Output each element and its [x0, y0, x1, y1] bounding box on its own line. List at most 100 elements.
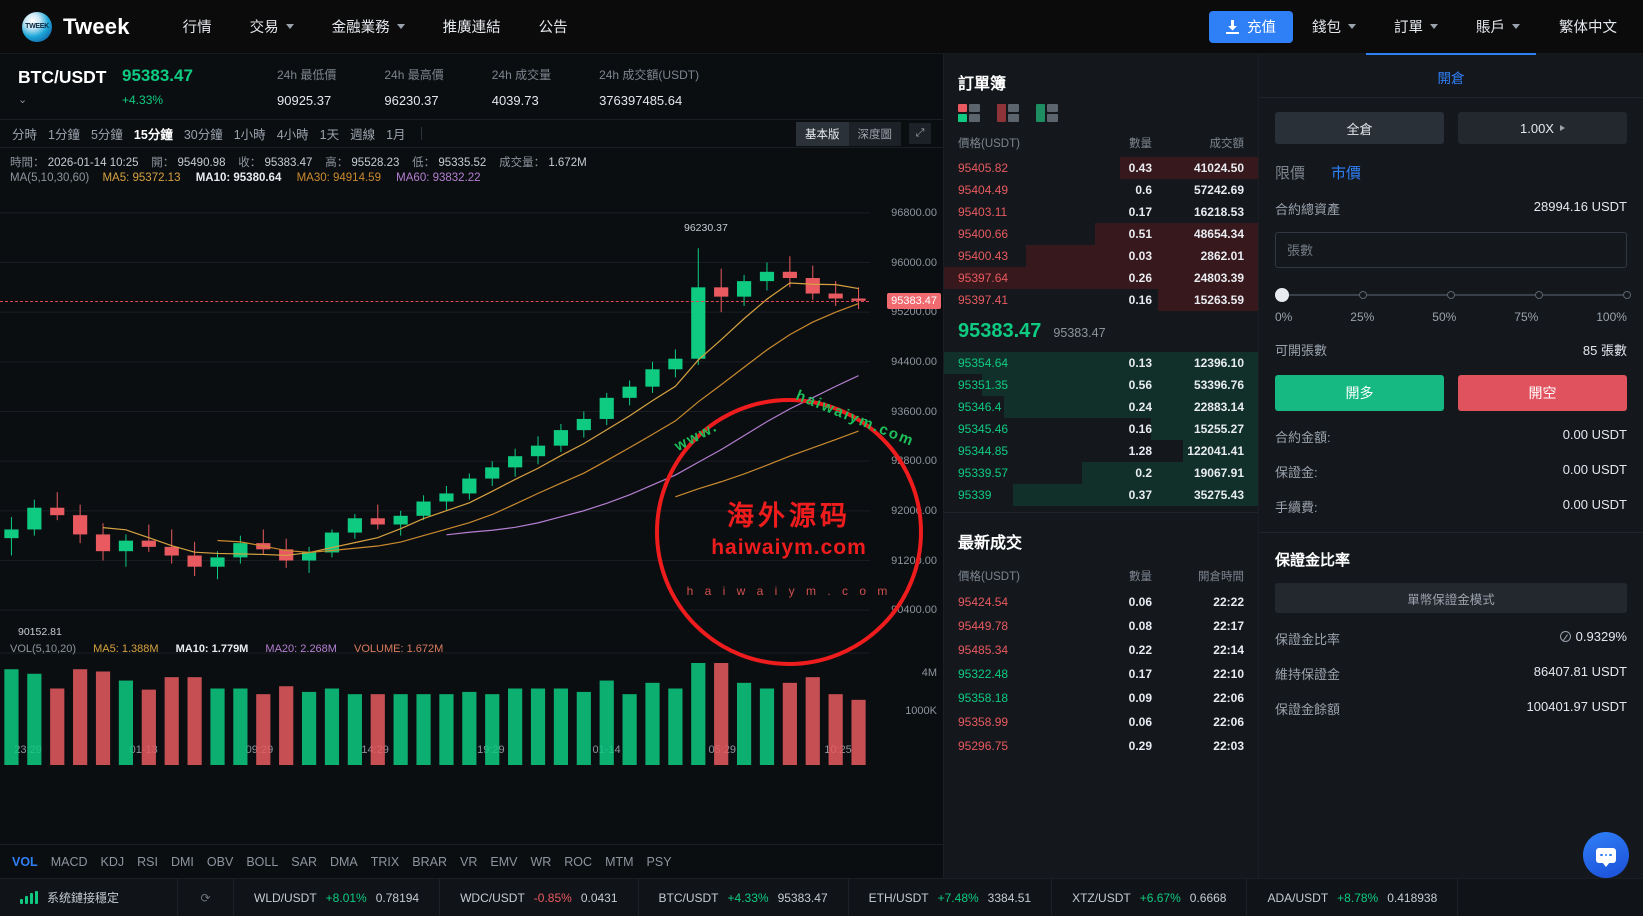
timeframe-15分鐘[interactable]: 15分鐘 [133, 128, 173, 142]
current-price-line [0, 300, 869, 302]
chart-column: BTC/USDT ⌄ 95383.47 +4.33% 24h 最低價 90925.… [0, 54, 944, 878]
nav-item-2[interactable]: 金融業務 [313, 0, 424, 54]
indicator-DMA[interactable]: DMA [329, 854, 358, 869]
language-switcher[interactable]: 繁体中文 [1559, 20, 1617, 36]
price-tick: 92800.00 [891, 455, 937, 468]
timeframe-1天[interactable]: 1天 [319, 128, 340, 142]
leverage-select[interactable]: 1.00X [1458, 112, 1627, 144]
tab-market-order[interactable]: 市價 [1331, 165, 1362, 182]
mini-ticker[interactable]: WLD/USDT +8.01% 0.78194 [234, 878, 441, 916]
quantity-input[interactable] [1275, 232, 1627, 268]
timeframe-30分鐘[interactable]: 30分鐘 [183, 128, 223, 142]
timeframe-分時[interactable]: 分時 [12, 128, 38, 142]
header-menu-2[interactable]: 賬戶 [1457, 0, 1539, 54]
indicator-BRAR[interactable]: BRAR [412, 854, 447, 869]
bid-row[interactable]: 95339 0.37 35275.43 [944, 484, 1258, 506]
mini-ticker[interactable]: XTZ/USDT +6.67% 0.6668 [1052, 878, 1248, 916]
ticker-price: 0.6668 [1189, 890, 1227, 905]
summary-row: 保證金: 0.00 USDT [1275, 462, 1627, 481]
tab-limit-order[interactable]: 限價 [1275, 165, 1306, 182]
header-menu-0[interactable]: 錢包 [1293, 0, 1375, 54]
tab-open-position[interactable]: 開倉 [1366, 53, 1536, 97]
slider-handle[interactable] [1275, 288, 1289, 302]
margin-leverage-row: 全倉 1.00X [1275, 112, 1627, 144]
indicator-KDJ[interactable]: KDJ [100, 854, 125, 869]
slider-label-0%[interactable]: 0% [1275, 310, 1293, 324]
leverage-value: 1.00X [1520, 120, 1554, 136]
symbol-selector[interactable]: BTC/USDT ⌄ [18, 67, 118, 106]
trade-time: 22:06 [1213, 715, 1244, 729]
orderbook-mode-bids[interactable] [1036, 104, 1058, 122]
indicator-DMI[interactable]: DMI [170, 854, 194, 869]
mid-price-alt: 95383.47 [1053, 326, 1106, 340]
open-short-button[interactable]: 開空 [1458, 375, 1627, 411]
chart-mode-basic[interactable]: 基本版 [796, 121, 849, 146]
ask-row[interactable]: 95400.43 0.03 2862.01 [944, 245, 1258, 267]
margin-mode-select[interactable]: 全倉 [1275, 112, 1444, 144]
indicator-SAR[interactable]: SAR [291, 854, 317, 869]
expand-icon[interactable]: ⤢ [909, 123, 931, 144]
timeframe-1分鐘[interactable]: 1分鐘 [48, 128, 80, 142]
orderbook-mode-both[interactable] [958, 104, 980, 122]
margin-label: 保證金比率 [1275, 632, 1341, 647]
mini-ticker[interactable]: ADA/USDT +8.78% 0.418938 [1247, 878, 1459, 916]
indicator-OBV[interactable]: OBV [206, 854, 234, 869]
open-long-button[interactable]: 開多 [1275, 375, 1444, 411]
indicator-VOL[interactable]: VOL [12, 854, 38, 869]
indicator-WR[interactable]: WR [530, 854, 552, 869]
order-amount: 0.03 [1128, 249, 1152, 263]
nav-item-4[interactable]: 公告 [520, 0, 587, 54]
summary-value: 0.00 USDT [1562, 462, 1627, 477]
timeframe-1小時[interactable]: 1小時 [233, 128, 266, 142]
header-menu-1[interactable]: 訂單 [1375, 0, 1457, 54]
price-chart[interactable]: 時間： 2026-01-14 10:25 開： 95490.98 收： 9538… [0, 148, 943, 844]
bid-row[interactable]: 95354.64 0.13 12396.10 [944, 352, 1258, 374]
timeframe-5分鐘[interactable]: 5分鐘 [90, 128, 123, 142]
bid-row[interactable]: 95339.57 0.2 19067.91 [944, 462, 1258, 484]
bid-row[interactable]: 95351.35 0.56 53396.76 [944, 374, 1258, 396]
slider-tick-25 [1359, 291, 1367, 299]
summary-value: 0.00 USDT [1562, 497, 1627, 512]
chart-mode-depth[interactable]: 深度圖 [848, 121, 901, 146]
indicator-ROC[interactable]: ROC [564, 854, 593, 869]
nav-item-3[interactable]: 推廣連結 [424, 0, 520, 54]
available-label: 可開張數 [1275, 343, 1328, 358]
mini-ticker[interactable]: WDC/USDT -0.85% 0.0431 [440, 878, 639, 916]
slider-label-50%[interactable]: 50% [1432, 310, 1457, 324]
mini-ticker[interactable]: ETH/USDT +7.48% 3384.51 [849, 878, 1053, 916]
timeframe-週線[interactable]: 週線 [350, 128, 376, 142]
indicator-TRIX[interactable]: TRIX [370, 854, 400, 869]
timeframe-4小時[interactable]: 4小時 [276, 128, 309, 142]
amount-slider[interactable] [1275, 288, 1631, 302]
brand-logo[interactable]: TWEEK Tweek [22, 11, 130, 42]
bid-row[interactable]: 95346.4 0.24 22883.14 [944, 396, 1258, 418]
order-amount: 0.2 [1135, 466, 1152, 480]
deposit-button[interactable]: 充值 [1209, 10, 1293, 43]
ask-row[interactable]: 95400.66 0.51 48654.34 [944, 223, 1258, 245]
slider-label-25%[interactable]: 25% [1350, 310, 1375, 324]
margin-mode-pill[interactable]: 單幣保證金模式 [1275, 583, 1627, 613]
ask-row[interactable]: 95405.82 0.43 41024.50 [944, 157, 1258, 179]
bid-row[interactable]: 95345.46 0.16 15255.27 [944, 418, 1258, 440]
nav-item-0[interactable]: 行情 [164, 0, 231, 54]
timeframe-1月[interactable]: 1月 [386, 128, 406, 142]
indicator-VR[interactable]: VR [459, 854, 478, 869]
slider-label-100%[interactable]: 100% [1596, 310, 1627, 324]
indicator-EMV[interactable]: EMV [490, 854, 518, 869]
mini-ticker[interactable]: BTC/USDT +4.33% 95383.47 [639, 878, 849, 916]
indicator-MACD[interactable]: MACD [50, 854, 88, 869]
indicator-BOLL[interactable]: BOLL [246, 854, 279, 869]
indicator-RSI[interactable]: RSI [137, 854, 158, 869]
chat-support-button[interactable] [1583, 832, 1629, 878]
nav-item-1[interactable]: 交易 [231, 0, 313, 54]
orderbook-mode-asks[interactable] [997, 104, 1019, 122]
ask-row[interactable]: 95404.49 0.6 57242.69 [944, 179, 1258, 201]
slider-labels: 0% 25% 50% 75% 100% [1275, 310, 1627, 324]
ask-row[interactable]: 95403.11 0.17 16218.53 [944, 201, 1258, 223]
indicator-MTM[interactable]: MTM [605, 854, 634, 869]
bid-row[interactable]: 95344.85 1.28 122041.41 [944, 440, 1258, 462]
ask-row[interactable]: 95397.64 0.26 24803.39 [944, 267, 1258, 289]
ask-row[interactable]: 95397.41 0.16 15263.59 [944, 289, 1258, 311]
slider-label-75%[interactable]: 75% [1514, 310, 1539, 324]
indicator-PSY[interactable]: PSY [646, 854, 672, 869]
